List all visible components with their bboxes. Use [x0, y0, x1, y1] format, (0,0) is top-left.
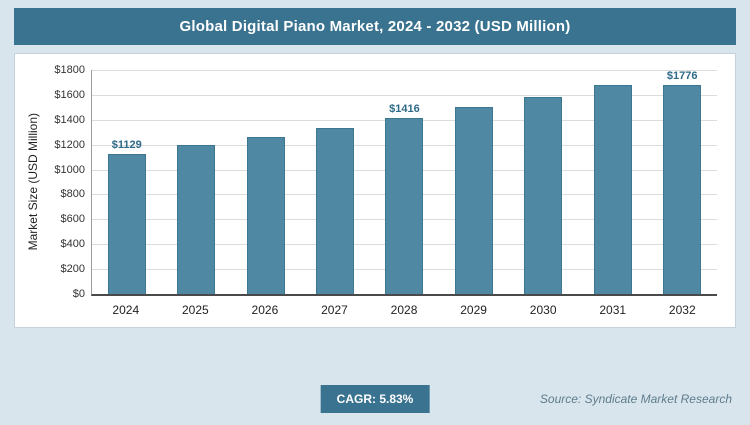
bar-cell [439, 70, 508, 294]
bar [454, 107, 493, 294]
cagr-badge: CAGR: 5.83% [320, 385, 430, 413]
x-tick-label: 2027 [321, 303, 348, 317]
bar-cell [578, 70, 647, 294]
bar [107, 153, 146, 294]
x-tick-label: 2029 [460, 303, 487, 317]
bar-cell [161, 70, 230, 294]
bar [385, 117, 424, 294]
bar [177, 145, 216, 294]
y-tick-label: $1400 [54, 113, 85, 126]
bar [246, 136, 285, 294]
y-tick-label: $1000 [54, 163, 85, 176]
x-tick-label: 2025 [181, 303, 209, 317]
bar-cell [509, 70, 578, 294]
y-axis-label-wrap: Market Size (USD Million) [21, 70, 45, 294]
bar [524, 96, 563, 294]
bar [316, 127, 355, 294]
chart-title-bar: Global Digital Piano Market, 2024 - 2032… [14, 8, 736, 45]
y-tick-label: $800 [60, 188, 85, 201]
x-tick-label: 2030 [529, 303, 557, 317]
x-tick-label: 2028 [390, 303, 418, 317]
y-axis-label: Market Size (USD Million) [26, 113, 40, 251]
gridline [92, 70, 717, 71]
chart-body: Market Size (USD Million) $1800 $1600 $140… [21, 64, 717, 317]
x-tick-label: 2024 [112, 303, 140, 317]
y-tick-label: $200 [60, 263, 85, 276]
y-tick-label: $600 [60, 213, 85, 226]
bar-cell: $1776 [648, 70, 717, 294]
source-attribution: Source: Syndicate Market Research [539, 392, 732, 406]
x-tick-label: 2032 [668, 303, 696, 317]
y-axis-ticks: $1800 $1600 $1400 $1200 $1000 $800 $600 $400 $20… [45, 64, 91, 300]
bar-cell [231, 70, 300, 294]
y-tick-label: $1200 [54, 138, 85, 151]
x-tick-label: 2026 [251, 303, 279, 317]
chart-title: Global Digital Piano Market, 2024 - 2032… [179, 18, 571, 35]
bar-value-label: $1416 [389, 102, 420, 115]
bar-cell: $1129 [92, 70, 161, 294]
bars-container: $1129 $1416 $1776 [92, 70, 717, 294]
plot-column: $1129 $1416 $1776 2024 2025 2026 2027 2028 2029… [91, 70, 717, 317]
y-tick-label: $400 [60, 238, 85, 251]
bar-value-label: $1129 [111, 138, 142, 151]
y-tick-label: $1600 [54, 88, 85, 101]
plot-area: $1129 $1416 $1776 [91, 70, 717, 296]
bar-cell: $1416 [370, 70, 439, 294]
y-tick-label: $0 [72, 288, 85, 300]
bar [663, 85, 702, 294]
chart-card: Market Size (USD Million) $1800 $1600 $140… [14, 53, 736, 328]
y-tick-label: $1800 [54, 64, 85, 76]
x-axis-labels: 2024 2025 2026 2027 2028 2029 2030 2031 2032 [91, 303, 717, 317]
chart-footer: CAGR: 5.83% Source: Syndicate Market Res… [0, 385, 750, 413]
bar-value-label: $1776 [666, 70, 698, 82]
x-tick-label: 2031 [599, 303, 627, 317]
gridline [92, 94, 717, 96]
bar [593, 85, 632, 294]
bar-cell [300, 70, 369, 294]
